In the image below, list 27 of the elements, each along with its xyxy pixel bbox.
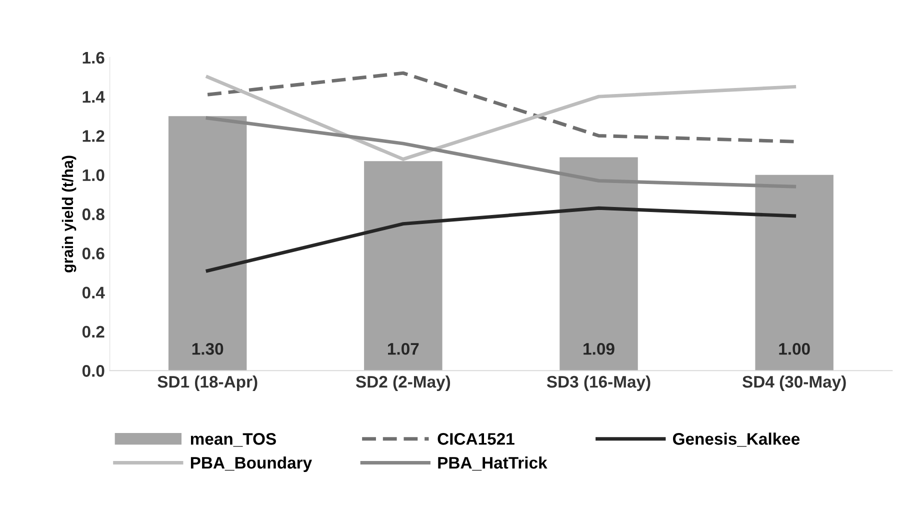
x-tick-label: SD4 (30-May) [742, 375, 846, 392]
bar [560, 157, 638, 371]
text: 0.0 [82, 365, 104, 377]
y-axis-title: grain yield (t/ha) [62, 156, 76, 272]
data-label: 1.00 [779, 342, 810, 355]
legend-label: mean_TOS [190, 433, 276, 447]
text: 0.6 [82, 248, 104, 260]
text: 0.4 [82, 286, 105, 299]
x-tick-label: SD2 (2-May) [356, 375, 450, 392]
data-label: 1.30 [192, 342, 224, 355]
data-label: 1.09 [584, 342, 614, 355]
bar [755, 174, 834, 371]
bar [168, 116, 247, 371]
x-tick-label: SD3 (16-May) [546, 375, 650, 392]
text: 1.4 [82, 91, 105, 103]
legend-label: PBA_Boundary [190, 456, 312, 472]
text: 1.0 [82, 169, 104, 182]
text: 0.8 [82, 208, 104, 220]
legend-label: Genesis_Kalkee [672, 432, 800, 447]
legend-label: PBA_HatTrick [438, 456, 548, 471]
text: 1.2 [82, 130, 104, 142]
bar [364, 161, 442, 371]
text: 0.2 [82, 326, 104, 338]
x-tick-label: SD1 (18-Apr) [158, 375, 258, 392]
data-label: 1.07 [388, 342, 419, 355]
legend-label: CICA1521 [438, 433, 514, 445]
text: 1.6 [82, 52, 104, 64]
